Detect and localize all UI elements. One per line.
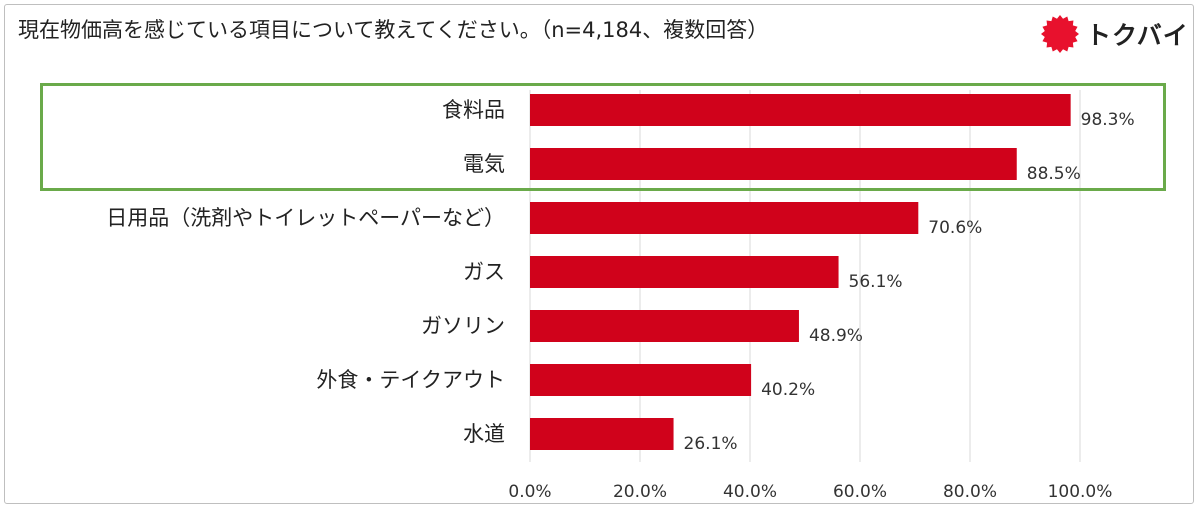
bar [530,148,1017,180]
highlight-box [40,83,1166,191]
category-label: 日用品（洗剤やトイレットペーパーなど） [106,206,505,230]
x-tick-label: 60.0% [833,482,887,502]
value-label: 40.2% [761,380,815,400]
value-label: 56.1% [849,272,903,292]
x-tick-label: 100.0% [1048,482,1113,502]
category-label: ガソリン [421,314,505,338]
category-label: 水道 [463,422,505,446]
value-label: 26.1% [684,434,738,454]
category-label: 電気 [463,152,505,176]
category-label: 外食・テイクアウト [316,368,505,392]
logo-text: トクバイ [1086,21,1189,50]
bar [530,202,919,234]
x-tick-label: 80.0% [943,482,997,502]
chart-frame [4,4,1194,504]
value-label: 48.9% [809,326,863,346]
bar [530,256,839,288]
x-tick-label: 40.0% [723,482,777,502]
value-label: 98.3% [1081,110,1135,130]
tokubai-logo: トクバイ [1040,12,1189,56]
value-label: 70.6% [928,218,982,238]
x-tick-label: 20.0% [613,482,667,502]
bar [530,310,799,342]
red-burst-circle-icon [1041,15,1079,53]
value-label: 88.5% [1027,164,1081,184]
category-label: 食料品 [442,98,505,122]
x-tick-label: 0.0% [508,482,551,502]
chart-title: 現在物価高を感じている項目について教えてください。（n=4,184、複数回答） [18,18,769,42]
bar [530,364,752,396]
category-label: ガス [463,260,505,284]
bar [530,418,674,450]
bar [530,94,1071,126]
